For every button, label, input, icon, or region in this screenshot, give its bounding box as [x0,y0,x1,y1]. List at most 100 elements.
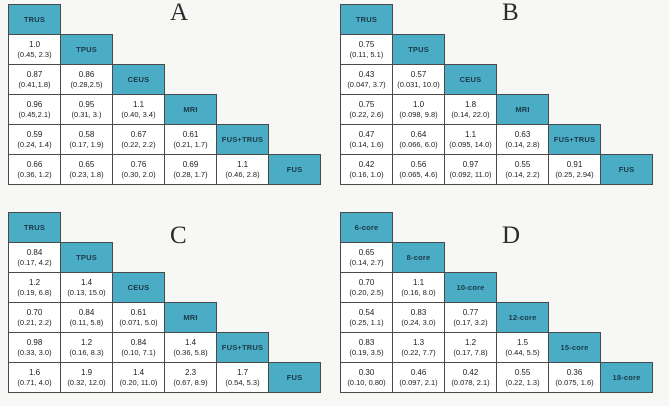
estimate-value: 0.61 [130,308,147,317]
confidence-interval: (0.14, 2.8) [505,140,540,149]
confidence-interval: (0.25, 2.94) [555,170,594,179]
confidence-interval: (0.36, 5.8) [173,348,208,357]
estimate-value: 0.67 [130,130,147,139]
treatment-header-cell: FUS+TRUS [548,124,601,155]
confidence-interval: (0.32, 12.0) [67,378,106,387]
confidence-interval: (0.097, 2.1) [399,378,438,387]
estimate-cell: 0.70 (0.21, 2.2) [8,302,61,333]
treatment-header-cell: 10-core [444,272,497,303]
estimate-cell: 0.70 (0.20, 2.5) [340,272,393,303]
estimate-cell: 0.76 (0.30, 2.0) [112,154,165,185]
estimate-cell: 1.4 (0.36, 5.8) [164,332,217,363]
estimate-value: 1.2 [464,338,477,347]
matrix-row: TRUS [8,4,321,35]
estimate-value: 0.77 [462,308,479,317]
estimate-cell: 0.83 (0.24, 3.0) [392,302,445,333]
confidence-interval: (0.066, 6.0) [399,140,438,149]
treatment-header-cell: FUS [600,154,653,185]
matrix-row: 0.70 (0.21, 2.2) 0.84 (0.11, 5.8) 0.61 (0.071… [8,302,321,333]
estimate-value: 0.55 [514,368,531,377]
estimate-cell: 0.61 (0.21, 1.7) [164,124,217,155]
confidence-interval: (0.22, 7.7) [401,348,436,357]
estimate-value: 1.4 [184,338,197,347]
estimate-cell: 0.65 (0.23, 1.8) [60,154,113,185]
estimate-value: 1.6 [28,368,41,377]
estimate-value: 0.59 [26,130,43,139]
estimate-cell: 0.96 (0.45,2.1) [8,94,61,125]
confidence-interval: (0.065, 4.6) [399,170,438,179]
estimate-value: 1.3 [412,338,425,347]
estimate-cell: 0.97 (0.092, 11.0) [444,154,497,185]
estimate-cell: 0.84 (0.11, 5.8) [60,302,113,333]
estimate-value: 1.1 [464,130,477,139]
confidence-interval: (0.13, 15.0) [67,288,106,297]
confidence-interval: (0.16, 8.3) [69,348,104,357]
treatment-header-cell: FUS+TRUS [216,332,269,363]
confidence-interval: (0.22, 2.6) [349,110,384,119]
confidence-interval: (0.10, 0.80) [347,378,386,387]
estimate-value: 1.4 [132,368,145,377]
estimate-cell: 0.59 (0.24, 1.4) [8,124,61,155]
matrix-row: 1.0 (0.45, 2.3) TPUS [8,34,321,65]
estimate-cell: 1.1 (0.095, 14.0) [444,124,497,155]
estimate-cell: 0.87 (0.41,1.8) [8,64,61,95]
estimate-value: 0.57 [410,70,427,79]
estimate-cell: 0.84 (0.17, 4.2) [8,242,61,273]
treatment-header-cell: 6-core [340,212,393,243]
matrix-row: 0.42 (0.16, 1.0) 0.56 (0.065, 4.6) 0.97 (0.09… [340,154,653,185]
estimate-cell: 0.95 (0.31, 3.) [60,94,113,125]
matrix-row: 0.98 (0.33, 3.0) 1.2 (0.16, 8.3) 0.84 (0.10, … [8,332,321,363]
confidence-interval: (0.67, 8.9) [173,378,208,387]
treatment-header-cell: CEUS [112,272,165,303]
treatment-header-cell: FUS [268,154,321,185]
estimate-value: 1.8 [464,100,477,109]
confidence-interval: (0.20, 11.0) [119,378,158,387]
confidence-interval: (0.41,1.8) [18,80,51,89]
estimate-value: 1.7 [236,368,249,377]
treatment-header-cell: MRI [164,94,217,125]
estimate-value: 1.0 [412,100,425,109]
matrix-row: 0.54 (0.25, 1.1) 0.83 (0.24, 3.0) 0.77 (0.17,… [340,302,653,333]
estimate-value: 1.5 [516,338,529,347]
confidence-interval: (0.45, 2.3) [17,50,52,59]
confidence-interval: (0.078, 2.1) [451,378,490,387]
league-table-a: TRUS 1.0 (0.45, 2.3) TPUS 0.87 (0.41,1.8) 0.86… [8,4,321,185]
matrix-row: 0.59 (0.24, 1.4) 0.58 (0.17, 1.9) 0.67 (0.22,… [8,124,321,155]
matrix-row: 6-core [340,212,653,243]
treatment-header-cell: FUS+TRUS [216,124,269,155]
confidence-interval: (0.21, 1.7) [173,140,208,149]
matrix-row: TRUS [340,4,653,35]
confidence-interval: (0.22, 2.2) [121,140,156,149]
estimate-cell: 0.42 (0.078, 2.1) [444,362,497,393]
estimate-cell: 0.64 (0.066, 6.0) [392,124,445,155]
matrix-row: 0.84 (0.17, 4.2) TPUS [8,242,321,273]
treatment-header-cell: MRI [496,94,549,125]
estimate-cell: 0.57 (0.031, 10.0) [392,64,445,95]
estimate-value: 0.65 [358,248,375,257]
estimate-cell: 1.0 (0.098, 9.8) [392,94,445,125]
estimate-cell: 0.75 (0.11, 5.1) [340,34,393,65]
panel-a: A TRUS 1.0 (0.45, 2.3) TPUS 0.87 (0.41,1.8) 0.… [8,0,321,185]
confidence-interval: (0.031, 10.0) [397,80,440,89]
confidence-interval: (0.19, 3.5) [349,348,384,357]
confidence-interval: (0.075, 1.6) [555,378,594,387]
estimate-value: 2.3 [184,368,197,377]
estimate-value: 0.84 [130,338,147,347]
panel-c: C TRUS 0.84 (0.17, 4.2) TPUS 1.2 (0.19, 6.8) 1… [8,212,321,393]
confidence-interval: (0.25, 1.1) [349,318,384,327]
estimate-cell: 0.55 (0.22, 1.3) [496,362,549,393]
estimate-value: 1.4 [80,278,93,287]
panel-b: B TRUS 0.75 (0.11, 5.1) TPUS 0.43 (0.047, 3.7… [340,0,653,185]
treatment-header-cell: TRUS [8,4,61,35]
estimate-cell: 0.77 (0.17, 3.2) [444,302,497,333]
matrix-row: 0.66 (0.36, 1.2) 0.65 (0.23, 1.8) 0.76 (0.30,… [8,154,321,185]
estimate-cell: 0.83 (0.19, 3.5) [340,332,393,363]
matrix-row: 0.87 (0.41,1.8) 0.86 (0.28,2.5) CEUS [8,64,321,95]
estimate-value: 0.75 [358,40,375,49]
estimate-cell: 0.36 (0.075, 1.6) [548,362,601,393]
league-table-b: TRUS 0.75 (0.11, 5.1) TPUS 0.43 (0.047, 3.7) 0… [340,4,653,185]
treatment-header-cell: TRUS [8,212,61,243]
treatment-header-cell: 12-core [496,302,549,333]
estimate-value: 0.54 [358,308,375,317]
confidence-interval: (0.28,2.5) [70,80,103,89]
